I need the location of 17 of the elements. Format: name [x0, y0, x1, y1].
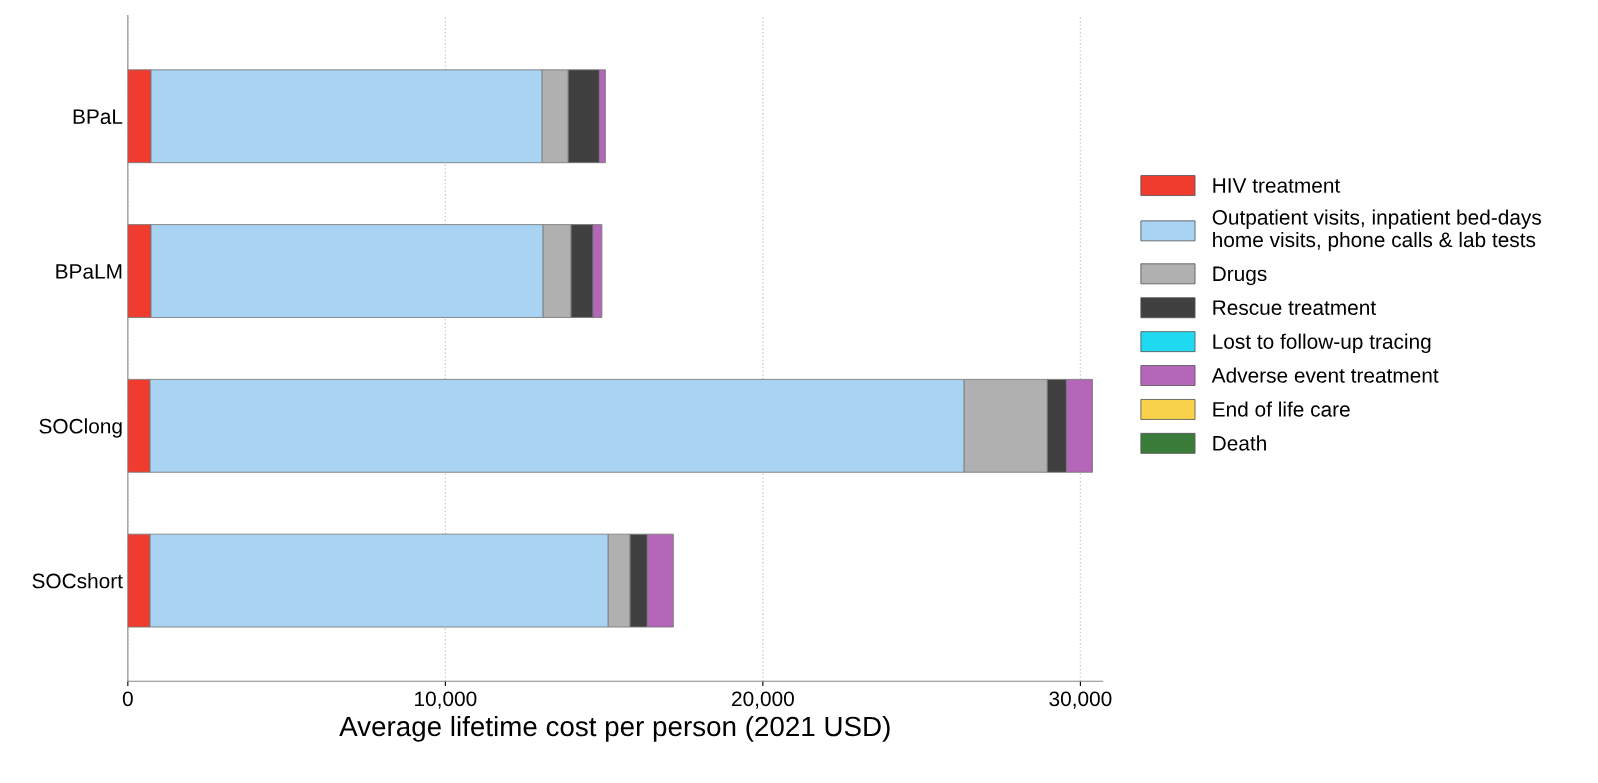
legend-label: Lost to follow-up tracing	[1213, 333, 1431, 354]
x-tick-label: 10,000	[415, 691, 477, 709]
x-tick-label: 30,000	[1049, 691, 1112, 709]
y-tick-label: BPaLM	[56, 264, 122, 279]
x-tick-label: 0	[122, 691, 133, 707]
legend-label: Death	[1213, 435, 1266, 451]
legend-label: HIV treatment	[1213, 178, 1341, 193]
y-tick-label: BPaL	[73, 109, 123, 125]
legend-label: End of life care	[1213, 401, 1350, 417]
y-tick-label: SOCshort	[32, 573, 123, 589]
legend-label: Adverse event treatment	[1211, 367, 1439, 383]
legend-label: Rescue treatment	[1213, 300, 1376, 316]
legend-label: Drugs	[1213, 266, 1267, 286]
x-tick-label: 20,000	[732, 691, 794, 709]
x-axis-title: Average lifetime cost per person (2021 USD)	[339, 715, 890, 742]
y-tick-label: SOClong	[39, 418, 122, 438]
legend-label: Outpatient visits, inpatient bed-days home visits, phone calls & lab tests	[1212, 209, 1541, 252]
